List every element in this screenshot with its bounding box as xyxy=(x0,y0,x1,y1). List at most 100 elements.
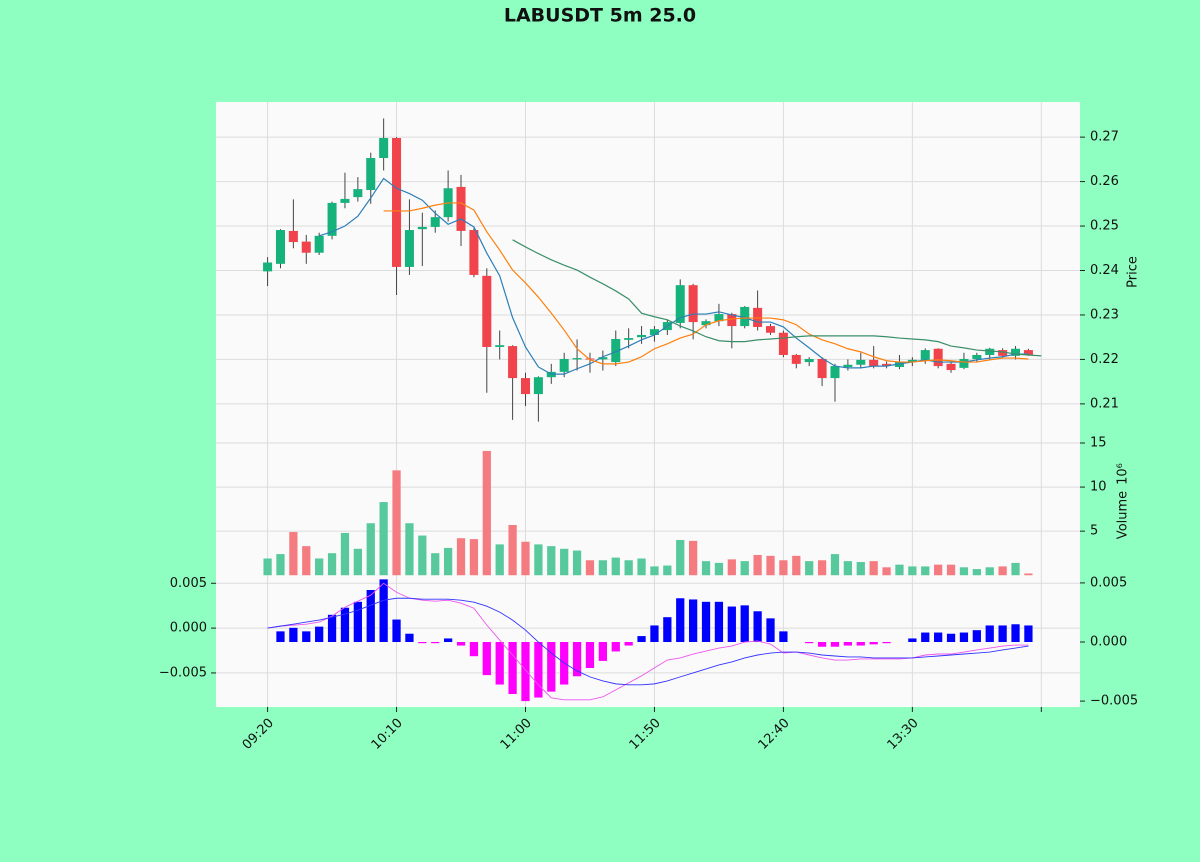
volume-bar xyxy=(972,569,981,576)
macd-histogram-bar xyxy=(689,599,698,642)
candle-body xyxy=(701,321,711,326)
macd-histogram-bar xyxy=(908,638,917,642)
macd-histogram-bar xyxy=(740,605,749,642)
volume-bar xyxy=(456,538,466,576)
candle-body xyxy=(598,357,608,360)
candle-body xyxy=(392,138,402,267)
candle-body xyxy=(817,358,827,379)
candle-body xyxy=(1011,348,1021,356)
y-tick-label: 0.26 xyxy=(1090,174,1119,189)
volume-bar xyxy=(469,539,479,576)
candle-body xyxy=(753,307,763,327)
macd-histogram-bar xyxy=(1024,625,1033,642)
macd-histogram-bar xyxy=(353,601,362,642)
volume-bar xyxy=(366,523,375,576)
candle-body xyxy=(301,241,311,253)
volume-bar xyxy=(856,562,865,576)
y-tick-label: 5 xyxy=(1090,524,1098,539)
volume-bar xyxy=(276,554,285,576)
volume-bar xyxy=(766,555,775,576)
volume-bar xyxy=(714,562,724,576)
candle-body xyxy=(894,362,904,367)
macd-histogram-bar xyxy=(727,606,736,642)
volume-bar xyxy=(327,553,337,576)
volume-bar xyxy=(405,523,414,576)
candle-body xyxy=(843,364,853,367)
volume-bar xyxy=(443,547,453,576)
volume-bar xyxy=(740,561,749,576)
macd-histogram-bar xyxy=(676,598,685,642)
candle-body xyxy=(456,186,466,231)
y-tick-label: −0.005 xyxy=(159,665,207,680)
macd-histogram-bar xyxy=(431,642,440,644)
candle-body xyxy=(688,285,698,323)
macd-histogram-bar xyxy=(340,607,350,642)
moving-average-line xyxy=(383,202,1029,365)
volume-bar xyxy=(998,566,1007,576)
volume-bar xyxy=(547,546,556,576)
candle-body xyxy=(482,275,492,347)
y-tick-label: 0.27 xyxy=(1090,130,1119,145)
candle-body xyxy=(907,359,917,363)
volume-bar xyxy=(908,566,917,576)
macd-histogram-bar xyxy=(405,633,414,642)
volume-bar xyxy=(560,548,569,576)
candle-body xyxy=(791,354,801,364)
volume-bar xyxy=(495,544,504,576)
macd-histogram-bar xyxy=(495,642,504,685)
y-tick-label: 15 xyxy=(1090,436,1107,451)
candle-body xyxy=(288,230,298,243)
macd-histogram-bar xyxy=(366,590,375,642)
candle-body xyxy=(430,217,440,227)
volume-bar xyxy=(869,561,878,576)
macd-histogram-bar xyxy=(959,632,969,642)
candle-body xyxy=(778,332,788,355)
macd-histogram-bar xyxy=(882,642,891,644)
volume-bar xyxy=(830,554,840,576)
volume-bar xyxy=(289,532,298,576)
volume-bar xyxy=(585,560,595,576)
y-tick-label: 0.25 xyxy=(1090,219,1119,234)
macd-histogram-bar xyxy=(547,642,556,692)
candle-body xyxy=(572,358,582,360)
volume-bar xyxy=(753,554,762,576)
volume-bar xyxy=(572,550,582,576)
candle-body xyxy=(714,314,724,322)
volume-axis-label: Volume xyxy=(1116,491,1131,539)
volume-bar xyxy=(263,558,272,576)
volume-bar xyxy=(521,541,530,576)
candle-body xyxy=(533,377,543,395)
macd-histogram-bar xyxy=(650,625,659,642)
macd-histogram-bar xyxy=(998,625,1007,642)
candle-body xyxy=(649,329,659,335)
chart-title: LABUSDT 5m 25.0 xyxy=(504,5,696,27)
macd-histogram-bar xyxy=(946,633,956,642)
macd-histogram-bar xyxy=(327,614,337,642)
candle-body xyxy=(327,202,337,236)
moving-average-line xyxy=(512,239,1042,357)
volume-bar xyxy=(482,450,491,576)
volume-bar xyxy=(959,567,969,576)
volume-bar xyxy=(727,559,736,576)
candle-body xyxy=(340,198,350,203)
macd-histogram-bar xyxy=(289,627,298,642)
volume-bar xyxy=(392,470,401,576)
macd-histogram-bar xyxy=(572,642,582,677)
macd-histogram-bar xyxy=(443,638,453,642)
candle-body xyxy=(559,358,569,372)
volume-bar xyxy=(1024,573,1033,576)
macd-histogram-bar xyxy=(934,632,943,642)
macd-histogram-bar xyxy=(302,631,311,642)
macd-histogram-bar xyxy=(482,642,491,676)
candle-body xyxy=(314,235,324,253)
volume-bar xyxy=(431,553,440,576)
y-tick-label: 0.000 xyxy=(170,621,207,636)
volume-bar xyxy=(637,558,646,576)
macd-histogram-bar xyxy=(637,636,646,642)
y-tick-label: 0.005 xyxy=(170,576,207,591)
y-tick-label: 0.005 xyxy=(1090,575,1127,590)
macd-histogram-bar xyxy=(779,631,788,642)
macd-histogram-bar xyxy=(856,642,865,646)
